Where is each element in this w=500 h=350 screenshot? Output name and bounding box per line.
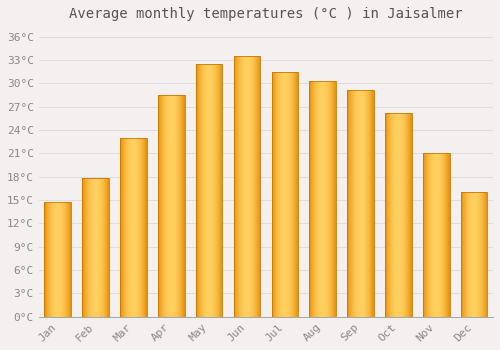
Bar	[461, 193, 487, 317]
Bar	[234, 56, 260, 317]
Bar	[158, 95, 184, 317]
Bar	[44, 203, 71, 317]
Bar	[196, 64, 222, 317]
Bar	[385, 113, 411, 317]
Bar	[82, 178, 109, 317]
Title: Average monthly temperatures (°C ) in Jaisalmer: Average monthly temperatures (°C ) in Ja…	[69, 7, 462, 21]
Bar	[272, 72, 298, 317]
Bar	[310, 81, 336, 317]
Bar	[423, 154, 450, 317]
Bar	[120, 138, 146, 317]
Bar	[348, 90, 374, 317]
